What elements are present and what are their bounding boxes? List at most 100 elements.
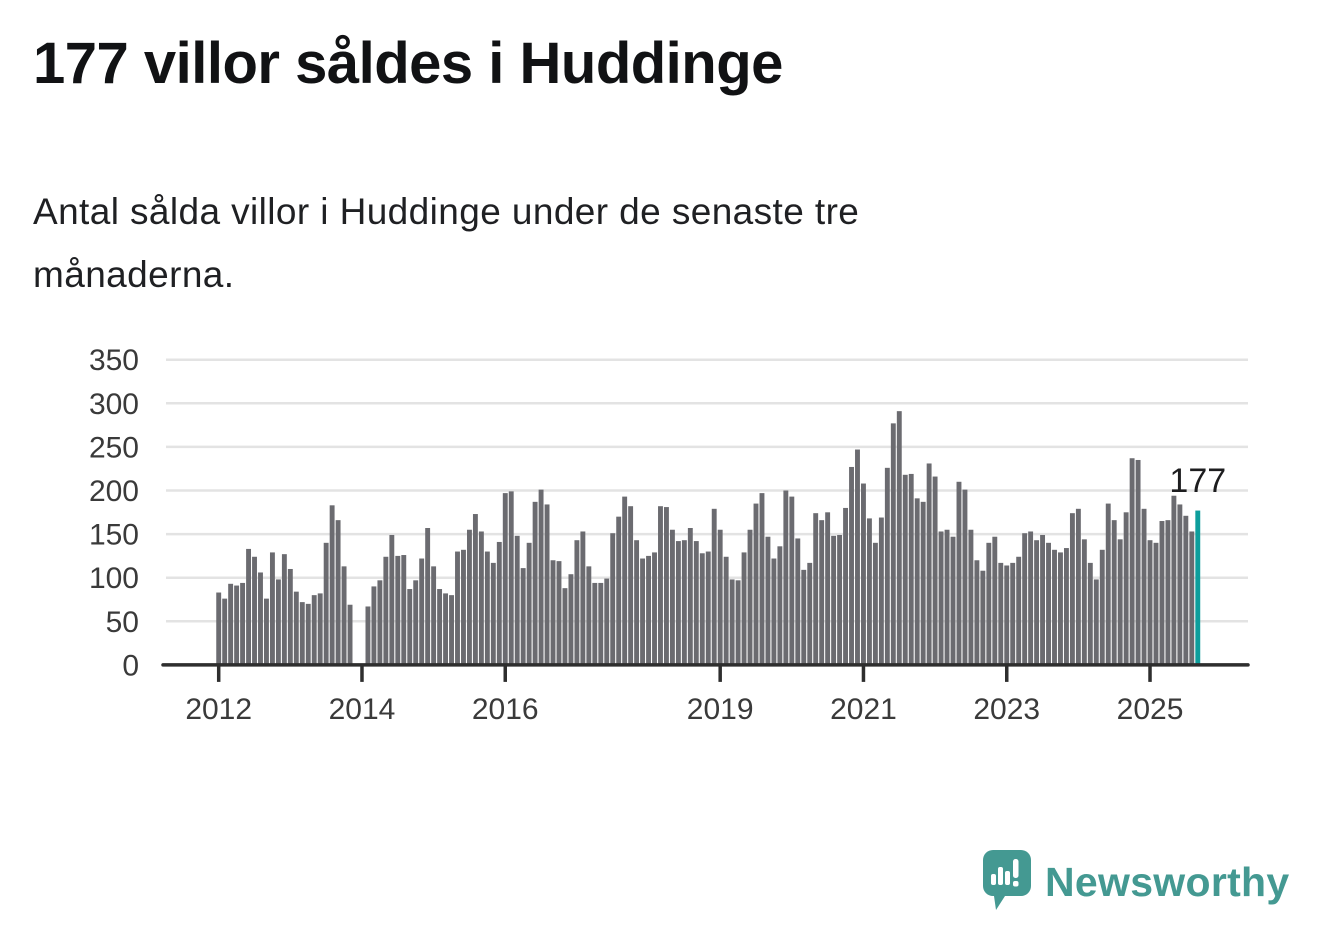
bar [1040, 534, 1046, 665]
bar [365, 606, 371, 665]
bar [837, 534, 843, 665]
bar [956, 481, 962, 665]
bar [664, 507, 669, 665]
bar [1052, 549, 1057, 665]
bar [234, 585, 240, 665]
bar [759, 493, 765, 665]
bar [920, 501, 926, 665]
y-axis-tick-label: 250 [89, 431, 139, 464]
bar [693, 541, 699, 665]
bar [287, 568, 293, 665]
bar [866, 518, 872, 665]
bar [371, 586, 377, 665]
bar [550, 560, 556, 665]
bar [347, 604, 353, 665]
bar [1093, 579, 1099, 665]
bar [610, 533, 616, 665]
bar [783, 490, 789, 665]
bar [986, 542, 992, 665]
bar [813, 513, 819, 665]
bar [711, 508, 717, 665]
bar [729, 579, 735, 665]
y-axis-tick-label: 150 [89, 519, 139, 552]
bar [1117, 539, 1123, 665]
bar [980, 570, 986, 665]
bar [896, 411, 902, 665]
bar [1123, 512, 1129, 665]
bar [872, 542, 878, 665]
y-axis-tick-label: 300 [89, 388, 139, 421]
bar [502, 493, 508, 665]
bar [526, 542, 532, 665]
bar [1141, 508, 1147, 665]
bar [765, 536, 771, 665]
bar [240, 582, 246, 665]
bar [1165, 520, 1171, 665]
bar [598, 582, 604, 665]
bar [395, 555, 401, 665]
bar [455, 551, 460, 665]
bar [1189, 531, 1195, 665]
y-axis-tick-label: 350 [89, 344, 139, 377]
last-value-annotation: 177 [1169, 462, 1226, 500]
x-axis-tick-label: 2023 [973, 693, 1040, 726]
bar [317, 593, 323, 665]
bar [717, 529, 723, 665]
chart-subtitle: Antal sålda villor i Huddinge under de s… [33, 180, 859, 306]
bar [299, 602, 305, 665]
bar [1183, 515, 1189, 665]
bar [275, 579, 281, 665]
bar [1022, 533, 1028, 665]
bar [1129, 458, 1135, 665]
y-axis-tick-label: 0 [122, 649, 139, 682]
bar [1171, 495, 1177, 665]
x-axis-tick-label: 2014 [329, 693, 396, 726]
bar [849, 466, 854, 665]
bar [962, 489, 968, 665]
x-axis-tick-label: 2019 [687, 693, 754, 726]
bar [538, 489, 544, 665]
bar [735, 580, 741, 665]
x-axis-tick-label: 2025 [1117, 693, 1184, 726]
logo-bar-2 [998, 867, 1003, 885]
logo-bar-1 [991, 874, 996, 885]
y-axis-tick-label: 200 [89, 475, 139, 508]
bar [861, 483, 866, 665]
bar [1046, 542, 1051, 665]
bar [228, 583, 234, 665]
x-axis-tick-label: 2016 [472, 693, 539, 726]
bar [264, 598, 269, 665]
bar [616, 516, 622, 665]
bar [646, 555, 651, 665]
subtitle-line-2: månaderna. [33, 254, 235, 295]
axis-labels: 0 50 100 150 200 250 300 350 2012 2014 2016 2019 202… [89, 344, 1183, 726]
bar [1153, 542, 1159, 665]
bar [723, 556, 729, 665]
bar [484, 551, 490, 665]
bar [478, 531, 484, 665]
bar [431, 566, 437, 665]
bar [532, 501, 538, 665]
bar [514, 535, 520, 665]
bar [807, 562, 813, 665]
logo-bar-3 [1005, 871, 1010, 885]
logo-exclamation-dot [1013, 881, 1019, 887]
bar [1177, 504, 1183, 665]
bar [789, 496, 795, 665]
bar [926, 463, 932, 665]
bar [1099, 549, 1105, 665]
bar [675, 541, 681, 665]
bar [496, 541, 502, 665]
bar [1058, 552, 1063, 665]
bar [831, 535, 837, 665]
x-axis-tick-label: 2012 [185, 693, 252, 726]
bar [216, 592, 222, 665]
bar [1034, 540, 1040, 665]
bar [281, 554, 287, 665]
bar [658, 506, 663, 665]
bar [741, 552, 747, 665]
bar [562, 588, 568, 665]
bar [771, 558, 777, 665]
bar [968, 529, 974, 665]
